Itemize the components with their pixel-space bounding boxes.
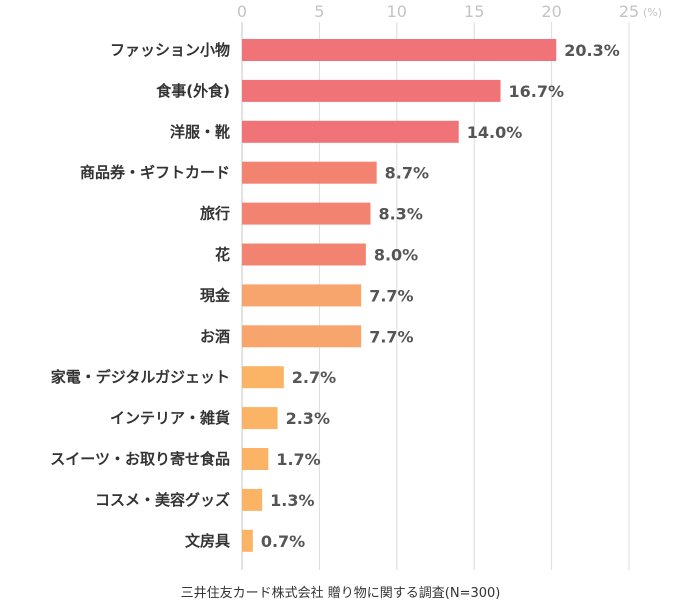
x-tick-label-20: 20 [541,2,561,21]
category-label-8: お酒 [200,327,230,345]
bar-1 [242,39,557,61]
value-label-3: 14.0% [467,123,523,142]
bar-10 [242,407,278,430]
source-footnote: 三井住友カード株式会社 贈り物に関する調査(N=300) [180,586,501,601]
bar-layer [242,39,557,552]
category-label-5: 旅行 [200,205,230,223]
category-label-2: 食事(外食) [156,82,230,100]
x-tick-label-25: 25 [619,2,639,21]
value-label-10: 2.3% [286,409,330,428]
bar-6 [242,243,366,266]
x-tick-label-0: 0 [237,2,247,21]
category-label-6: 花 [215,246,230,264]
value-label-2: 16.7% [509,82,565,101]
category-label-1: ファッション小物 [110,41,230,59]
bar-13 [242,529,253,552]
category-label-13: 文房具 [185,532,230,550]
bar-2 [242,79,501,102]
category-label-11: スイーツ・お取り寄せ食品 [50,450,230,468]
bar-5 [242,202,371,225]
x-tick-label-15: 15 [464,2,484,21]
value-label-13: 0.7% [261,532,305,551]
bar-4 [242,161,377,184]
category-label-10: インテリア・雑貨 [110,409,230,427]
bar-8 [242,325,362,348]
value-label-5: 8.3% [378,205,422,224]
bar-9 [242,366,284,389]
x-unit-label: (%) [643,6,662,19]
bar-3 [242,120,459,143]
grid-layer [241,22,630,570]
bar-12 [242,488,263,511]
value-label-7: 7.7% [369,286,413,305]
x-tick-label-10: 10 [387,2,407,21]
x-tick-label-5: 5 [314,2,324,21]
bar-11 [242,448,269,470]
category-label-3: 洋服・靴 [170,123,230,141]
value-label-1: 20.3% [564,41,620,60]
label-layer: 0 5 10 15 20 25 (%) ファッション小物 20.3% 食事(外食) 16.7% 洋服・… [50,2,662,551]
category-label-12: コスメ・美容グッズ [95,491,230,509]
value-label-6: 8.0% [374,246,418,265]
value-label-12: 1.3% [270,491,314,510]
value-label-9: 2.7% [292,368,336,387]
value-label-8: 7.7% [369,327,413,346]
category-label-4: 商品券・ギフトカード [80,164,230,182]
value-label-11: 1.7% [276,450,320,469]
value-label-4: 8.7% [385,164,429,183]
category-label-7: 現金 [200,286,231,304]
bar-7 [242,284,362,307]
category-label-9: 家電・デジタルガジェット [51,368,230,386]
